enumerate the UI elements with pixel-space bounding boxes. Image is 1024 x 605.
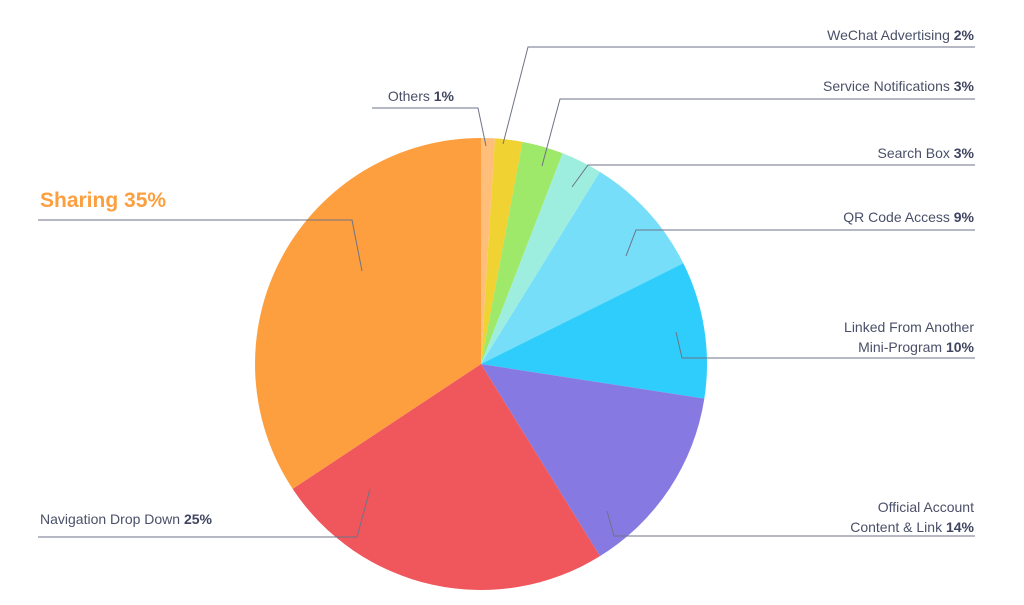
leader-line-qr-code-access bbox=[625, 229, 975, 257]
leader-line-official-account-content-link bbox=[606, 510, 975, 537]
pie-slice-search-box bbox=[481, 153, 600, 364]
pie-slice-service-notifications bbox=[481, 141, 563, 364]
slice-label-others: Others 1% bbox=[388, 88, 455, 104]
slice-label-linked-from-another-mini-program: Linked From Another Mini-Program 10% bbox=[844, 319, 975, 355]
slice-label-wechat-advertising: WeChat Advertising 2% bbox=[827, 27, 974, 43]
pie-slice-official-account-content-link bbox=[481, 364, 705, 557]
leader-line-wechat-advertising bbox=[502, 46, 975, 145]
slice-label-navigation-drop-down: Navigation Drop Down 25% bbox=[40, 511, 213, 527]
slice-label-service-notifications: Service Notifications 3% bbox=[823, 78, 975, 94]
slice-label-qr-code-access: QR Code Access 9% bbox=[843, 209, 974, 225]
slice-label-official-account-content-link: Official Account Content & Link 14% bbox=[850, 499, 974, 535]
pie-slice-linked-from-another-mini-program bbox=[481, 263, 708, 399]
pie-slice-qr-code-access bbox=[481, 171, 684, 364]
pie-slice-navigation-drop-down bbox=[292, 364, 600, 590]
leader-line-linked-from-another-mini-program bbox=[675, 331, 975, 359]
slice-label-sharing: Sharing 35% bbox=[40, 189, 166, 212]
leader-line-others bbox=[372, 107, 487, 147]
pie-slice-sharing bbox=[255, 138, 481, 489]
leader-lines bbox=[38, 46, 975, 538]
slice-label-search-box: Search Box 3% bbox=[878, 145, 975, 161]
leader-line-navigation-drop-down bbox=[38, 488, 371, 538]
pie-slice-others bbox=[481, 138, 495, 364]
pie-slice-wechat-advertising bbox=[481, 138, 523, 364]
leader-line-search-box bbox=[571, 164, 975, 188]
leader-line-sharing bbox=[38, 219, 363, 272]
slice-labels: Others 1% WeChat Advertising 2% Service No… bbox=[40, 27, 975, 535]
pie-slices bbox=[255, 138, 708, 590]
leader-line-service-notifications bbox=[541, 98, 975, 167]
